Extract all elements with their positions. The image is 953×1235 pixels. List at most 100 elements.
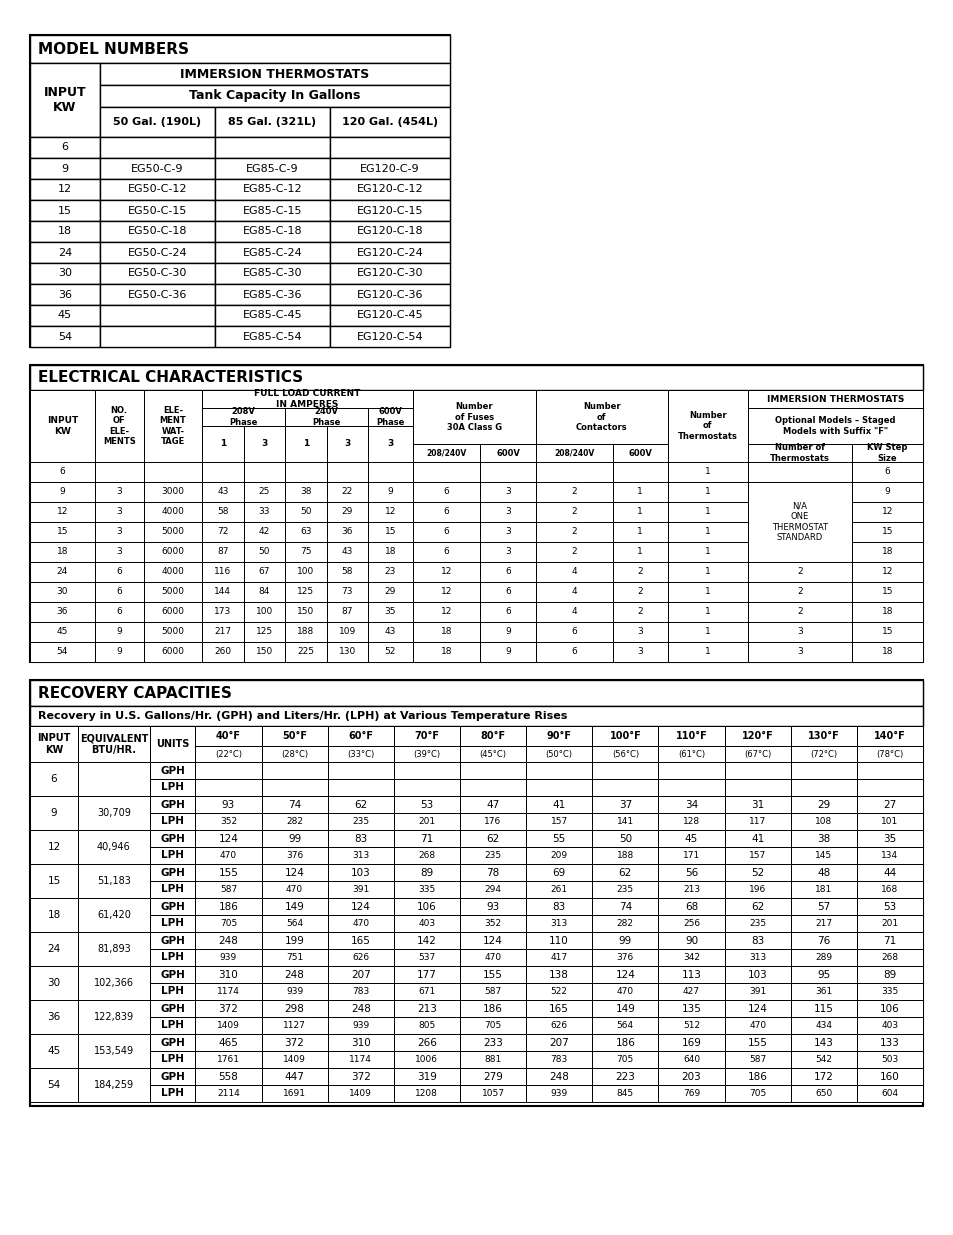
Bar <box>327 779 394 797</box>
Bar <box>30 35 450 63</box>
Bar <box>261 983 327 1000</box>
Text: 143: 143 <box>813 1037 833 1047</box>
Bar <box>30 706 923 726</box>
Bar <box>459 932 525 948</box>
Bar <box>856 726 923 746</box>
Bar <box>790 898 856 915</box>
Bar <box>480 562 536 582</box>
Bar <box>413 462 480 482</box>
Bar <box>394 898 459 915</box>
Text: 1: 1 <box>302 440 309 448</box>
Text: EG85-C-24: EG85-C-24 <box>242 247 302 258</box>
Bar <box>856 983 923 1000</box>
Bar <box>202 601 243 622</box>
Text: EG85-C-54: EG85-C-54 <box>242 331 302 342</box>
Text: 173: 173 <box>214 608 232 616</box>
Bar <box>413 390 536 445</box>
Text: 74: 74 <box>618 902 631 911</box>
Bar <box>723 1000 790 1016</box>
Bar <box>150 881 195 898</box>
Text: 9: 9 <box>504 647 511 657</box>
Text: 57: 57 <box>817 902 829 911</box>
Bar <box>413 622 480 642</box>
Bar <box>658 881 723 898</box>
Bar <box>612 542 667 562</box>
Text: 805: 805 <box>417 1021 436 1030</box>
Bar <box>790 983 856 1000</box>
Text: 235: 235 <box>352 818 369 826</box>
Text: 2: 2 <box>637 588 642 597</box>
Bar <box>480 462 536 482</box>
Bar <box>525 762 592 779</box>
Text: 403: 403 <box>417 919 435 927</box>
Bar <box>330 179 450 200</box>
Bar <box>195 797 261 813</box>
Text: 1: 1 <box>704 588 710 597</box>
Bar <box>368 522 413 542</box>
Bar <box>30 1034 78 1068</box>
Bar <box>536 482 612 501</box>
Text: 102,366: 102,366 <box>93 978 133 988</box>
Bar <box>536 601 612 622</box>
Text: 6: 6 <box>883 468 889 477</box>
Bar <box>413 562 480 582</box>
Text: 40,946: 40,946 <box>97 842 131 852</box>
Text: 1: 1 <box>704 568 710 577</box>
Text: 103: 103 <box>351 867 370 878</box>
Bar <box>667 622 747 642</box>
Text: 939: 939 <box>286 987 303 995</box>
Bar <box>658 1034 723 1051</box>
Bar <box>243 542 285 562</box>
Bar <box>856 762 923 779</box>
Bar <box>592 726 658 746</box>
Bar <box>195 1034 261 1051</box>
Text: EG85-C-45: EG85-C-45 <box>242 310 302 321</box>
Text: 15: 15 <box>58 205 71 215</box>
Text: 223: 223 <box>615 1072 635 1082</box>
Bar <box>413 582 480 601</box>
Bar <box>480 642 536 662</box>
Text: 24: 24 <box>56 568 68 577</box>
Bar <box>592 898 658 915</box>
Text: 2: 2 <box>797 608 802 616</box>
Bar <box>394 847 459 864</box>
Bar <box>723 898 790 915</box>
Text: 470: 470 <box>484 953 501 962</box>
Text: 18: 18 <box>881 608 892 616</box>
Text: 600V
Phase: 600V Phase <box>375 408 404 427</box>
Bar <box>150 1034 195 1051</box>
Text: (22°C): (22°C) <box>214 750 242 758</box>
Text: 2: 2 <box>571 527 577 536</box>
Text: Recovery in U.S. Gallons/Hr. (GPH) and Liters/Hr. (LPH) at Various Temperature R: Recovery in U.S. Gallons/Hr. (GPH) and L… <box>38 711 567 721</box>
Text: 248: 248 <box>284 969 304 979</box>
Bar <box>261 1016 327 1034</box>
Text: 201: 201 <box>417 818 435 826</box>
Text: 80°F: 80°F <box>480 731 505 741</box>
Text: 18: 18 <box>56 547 68 557</box>
Bar <box>214 158 330 179</box>
Bar <box>214 242 330 263</box>
Bar <box>525 746 592 762</box>
Text: 352: 352 <box>219 818 236 826</box>
Bar <box>261 966 327 983</box>
Text: GPH: GPH <box>160 867 185 878</box>
Bar <box>94 562 144 582</box>
Bar <box>261 1086 327 1102</box>
Text: EG85-C-12: EG85-C-12 <box>242 184 302 194</box>
Bar <box>612 622 667 642</box>
Bar <box>214 200 330 221</box>
Bar <box>723 881 790 898</box>
Bar <box>480 482 536 501</box>
Bar <box>327 948 394 966</box>
Bar <box>723 762 790 779</box>
Bar <box>243 462 285 482</box>
Text: 6: 6 <box>443 527 449 536</box>
Text: 54: 54 <box>56 647 68 657</box>
Text: 6: 6 <box>116 608 122 616</box>
Text: 3: 3 <box>637 647 642 657</box>
Bar <box>327 813 394 830</box>
Bar <box>202 462 243 482</box>
Text: 372: 372 <box>284 1037 304 1047</box>
Bar <box>326 622 368 642</box>
Text: 213: 213 <box>416 1004 436 1014</box>
